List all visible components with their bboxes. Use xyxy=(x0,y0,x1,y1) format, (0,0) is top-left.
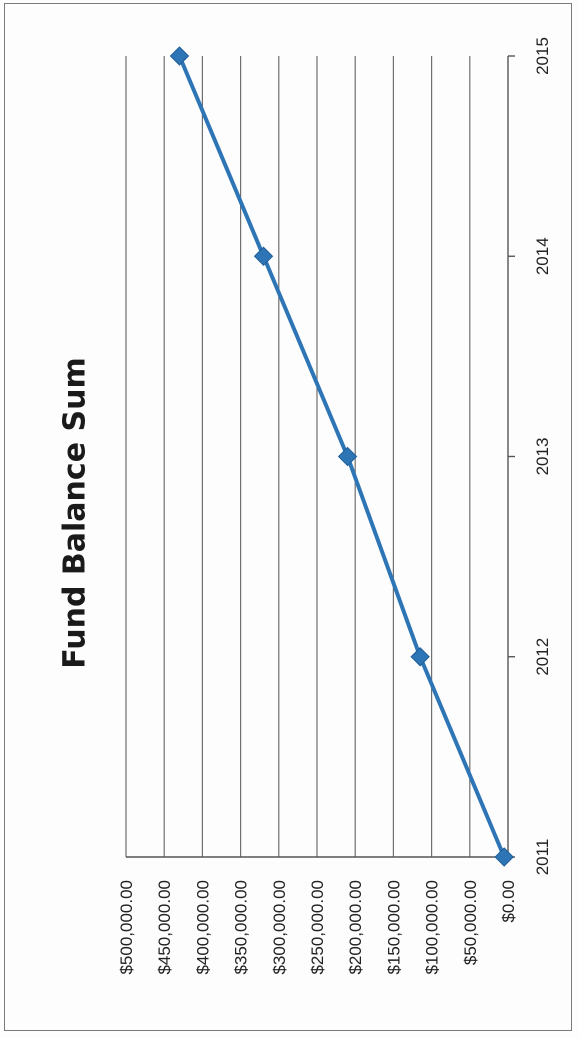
chart-frame xyxy=(4,3,572,1031)
y-tick-label: $450,000.00 xyxy=(155,880,174,975)
y-tick-label: $100,000.00 xyxy=(423,880,442,975)
y-tick-label: $150,000.00 xyxy=(384,880,403,975)
y-tick-label: $250,000.00 xyxy=(308,880,327,975)
y-tick-label: $0.00 xyxy=(499,880,518,923)
data-point xyxy=(337,446,358,467)
y-tick-labels: $0.00 $50,000.00 $100,000.00 $150,000.00 $20… xyxy=(117,880,518,975)
y-tick-label: $500,000.00 xyxy=(117,880,136,975)
y-tick-label: $300,000.00 xyxy=(270,880,289,975)
data-point xyxy=(169,46,190,66)
x-tick-label: 2015 xyxy=(533,37,552,75)
y-tick-label: $50,000.00 xyxy=(461,880,480,965)
data-point xyxy=(253,246,274,266)
x-tick-labels: 2011 2012 2013 2014 2015 xyxy=(533,37,552,875)
gridlines xyxy=(125,56,471,857)
x-tick-label: 2013 xyxy=(533,438,552,476)
y-tick-label: $400,000.00 xyxy=(193,880,212,975)
x-tick-label: 2012 xyxy=(533,638,552,676)
data-point xyxy=(494,847,514,867)
y-tick-label: $350,000.00 xyxy=(232,880,251,975)
chart-title: Fund Balance Sum xyxy=(58,357,93,668)
x-tick-label: 2011 xyxy=(533,839,552,876)
x-tick-label: 2014 xyxy=(533,237,552,275)
series-layer xyxy=(169,46,514,867)
data-point xyxy=(410,647,430,667)
y-tick-label: $200,000.00 xyxy=(346,880,365,975)
